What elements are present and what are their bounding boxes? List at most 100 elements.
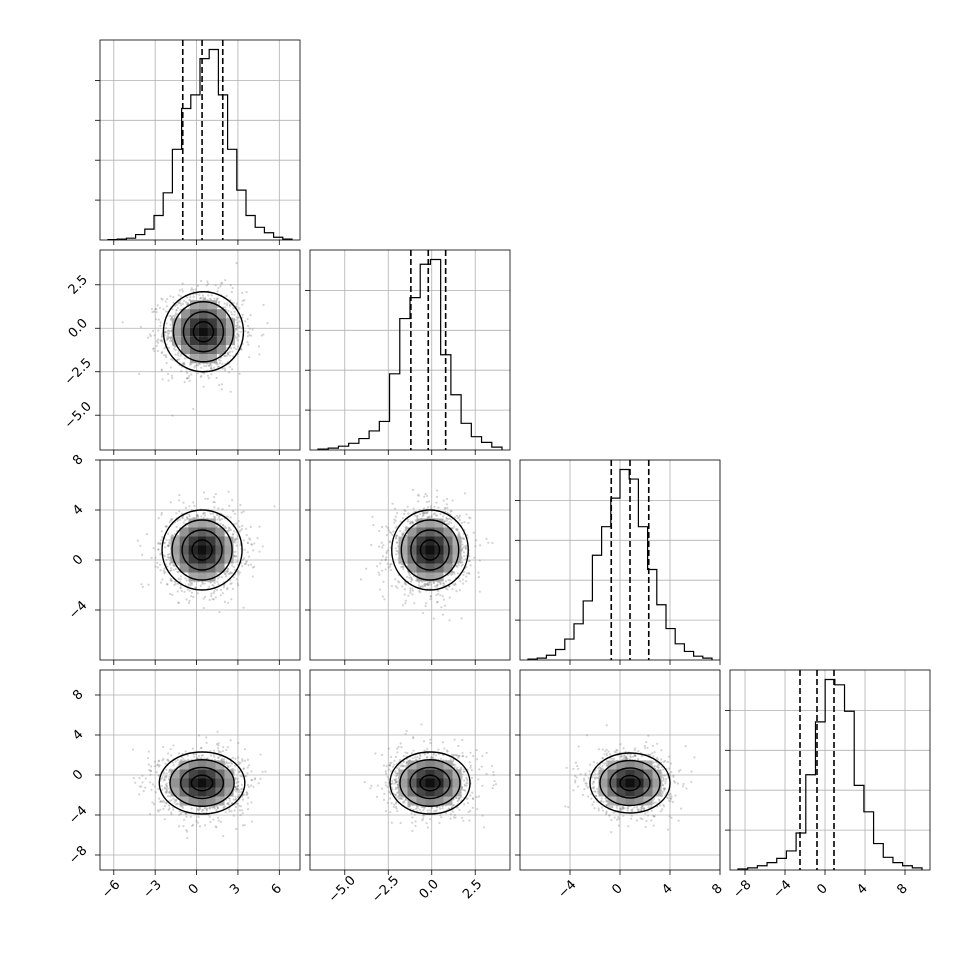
scatter-point [217, 744, 220, 747]
scatter-point [199, 297, 203, 300]
scatter-point [390, 532, 393, 535]
scatter-point [443, 520, 446, 524]
scatter-point [448, 517, 452, 520]
scatter-point [235, 522, 238, 525]
scatter-point [234, 318, 238, 321]
scatter-point [190, 362, 193, 366]
scatter-point [432, 617, 436, 620]
scatter-point [175, 525, 178, 528]
density-cell [171, 327, 181, 337]
scatter-point [214, 596, 217, 599]
scatter-point [181, 515, 185, 518]
scatter-point [235, 827, 238, 831]
scatter-point [223, 354, 226, 357]
scatter-point [228, 797, 231, 800]
scatter-point [210, 592, 213, 595]
scatter-point [156, 304, 159, 307]
density-cell [407, 563, 417, 573]
density-cell [170, 545, 180, 555]
scatter-point [474, 545, 477, 548]
scatter-point [436, 600, 439, 604]
scatter-point [216, 805, 219, 808]
scatter-point [440, 606, 443, 609]
scatter-point [197, 515, 200, 518]
scatter-point [427, 583, 430, 586]
scatter-point [248, 356, 251, 359]
scatter-point [223, 572, 227, 576]
scatter-point [456, 517, 459, 520]
scatter-point [261, 545, 264, 548]
scatter-point [163, 555, 166, 558]
scatter-point [242, 606, 245, 609]
scatter-point [222, 586, 226, 589]
scatter-point [401, 565, 405, 568]
scatter-point [210, 368, 213, 371]
scatter-point [463, 545, 466, 548]
scatter-point [174, 313, 177, 316]
density-cell [197, 563, 207, 573]
scatter-point [200, 366, 203, 369]
panel-frame [99, 249, 301, 451]
scatter-point [253, 778, 256, 781]
scatter-point [179, 354, 182, 357]
scatter-point [402, 567, 405, 571]
scatter-point [209, 512, 212, 515]
scatter-point [424, 583, 427, 586]
scatter-point [177, 601, 180, 605]
scatter-point [190, 583, 193, 586]
scatter-point [139, 325, 143, 328]
scatter-point [238, 530, 241, 533]
scatter-point [405, 583, 408, 586]
scatter-point [192, 501, 195, 504]
scatter-point [395, 525, 399, 528]
contour-3 [171, 519, 233, 581]
scatter-point [164, 331, 167, 334]
scatter-point [201, 294, 205, 297]
scatter-point [455, 527, 459, 531]
scatter-point [234, 797, 238, 801]
scatter-point [233, 313, 236, 316]
scatter-point [218, 362, 222, 365]
scatter-point [214, 825, 217, 828]
density-cell [452, 545, 462, 555]
scatter-point [192, 595, 195, 599]
scatter-point [234, 777, 237, 780]
density-cell [443, 563, 453, 573]
scatter-point [159, 324, 162, 327]
scatter-point [217, 577, 220, 580]
scatter-point [250, 543, 253, 546]
scatter-point [242, 539, 246, 542]
scatter-point [197, 734, 201, 737]
scatter-point [218, 610, 221, 614]
panel-content [359, 488, 494, 622]
scatter-point [243, 299, 246, 302]
scatter-point [167, 804, 171, 807]
scatter-point [234, 555, 238, 558]
scatter-point [179, 587, 182, 590]
scatter-point [203, 595, 207, 598]
scatter-point [378, 588, 382, 591]
scatter-point [216, 290, 219, 293]
scatter-point [183, 361, 186, 365]
scatter-point [193, 366, 196, 369]
scatter-point [208, 598, 211, 602]
scatter-point [220, 575, 223, 579]
scatter-point [409, 580, 413, 583]
scatter-point [235, 802, 238, 805]
scatter-point [428, 581, 431, 584]
scatter-point [164, 356, 168, 359]
scatter-point [212, 515, 216, 518]
scatter-point [182, 362, 185, 365]
scatter-point [401, 532, 404, 535]
scatter-point [459, 580, 462, 583]
density-cell [215, 545, 225, 555]
scatter-point [227, 529, 230, 532]
scatter-point [447, 574, 450, 577]
density-cell [171, 318, 181, 328]
density-cell [189, 354, 199, 364]
scatter-point [231, 587, 234, 591]
density-cell [197, 545, 207, 555]
scatter-point [389, 563, 392, 566]
scatter-point [190, 595, 193, 598]
scatter-point [429, 598, 432, 601]
